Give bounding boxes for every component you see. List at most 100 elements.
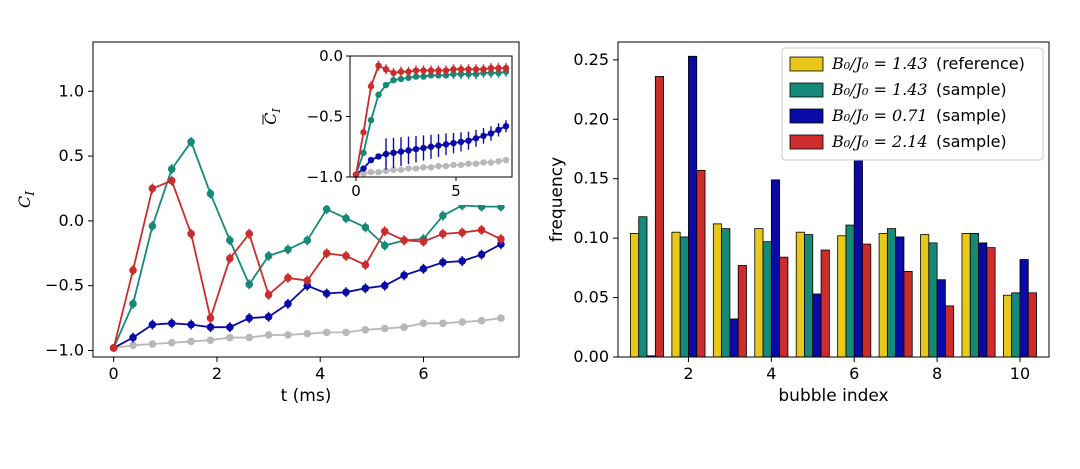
left-point — [206, 336, 215, 344]
left-point — [187, 230, 195, 238]
right-chart: 0.00 0.05 0.10 0.15 0.20 0.25 2 4 6 8 10 bubble i… — [547, 41, 1050, 406]
left-point — [400, 323, 408, 331]
right-plot-frame — [617, 41, 1050, 358]
inset-point — [360, 129, 367, 136]
left-point — [419, 319, 428, 328]
right-x-axis-label: bubble index — [778, 386, 888, 406]
inset-y-ticks: 0.0 −0.5 −1.0 — [307, 47, 350, 186]
left-point — [322, 205, 331, 214]
left-point — [400, 271, 408, 280]
left-point — [380, 324, 389, 333]
left-point — [439, 230, 447, 238]
inset-point — [457, 138, 465, 146]
inset-point — [412, 145, 420, 153]
left-point — [187, 320, 195, 329]
left-series — [109, 175, 505, 352]
left-point — [264, 331, 273, 339]
left-point — [380, 281, 389, 290]
inset-point — [465, 66, 472, 73]
inset-point — [412, 73, 420, 80]
legend-math-label: B₀/J₀ = 2.14 — [831, 132, 928, 151]
inset-point — [382, 66, 390, 73]
left-point — [284, 274, 292, 282]
right-x-ticks: 2 4 6 8 10 — [683, 357, 1030, 383]
bar — [679, 236, 689, 358]
inset-point — [405, 147, 412, 154]
legend-swatch — [789, 56, 824, 72]
left-point — [264, 252, 273, 260]
left-series-group — [109, 136, 505, 352]
inset-point — [382, 81, 390, 89]
inset-point — [352, 171, 360, 178]
left-point — [361, 261, 370, 269]
bar — [853, 159, 863, 358]
legend-entry: B₀/J₀ = 2.14 (sample) — [789, 132, 1007, 151]
left-point — [361, 223, 370, 232]
left-y-tick-label: 0.5 — [59, 146, 84, 165]
inset-point — [360, 170, 367, 177]
left-point — [148, 340, 157, 348]
left-point — [226, 254, 234, 263]
inset-point — [427, 164, 435, 171]
inset-point — [405, 74, 412, 81]
left-point — [245, 280, 253, 289]
left-point — [303, 236, 312, 245]
legend: B₀/J₀ = 1.43 (reference) B₀/J₀ = 1.43 (samp… — [781, 47, 1044, 161]
inset-point — [487, 64, 495, 72]
bar — [936, 279, 946, 358]
bar — [1027, 292, 1037, 358]
bar — [928, 242, 938, 358]
right-y-ticks: 0.00 0.05 0.10 0.15 0.20 0.25 — [573, 50, 618, 366]
inset-point — [495, 158, 502, 165]
left-point — [245, 314, 253, 322]
left-y-tick-label: −0.5 — [45, 276, 84, 295]
right-y-tick-label: 0.20 — [573, 109, 609, 128]
legend-swatch — [789, 134, 824, 150]
bar — [729, 318, 739, 358]
inset-point — [495, 64, 502, 72]
left-point — [380, 241, 389, 250]
left-point — [439, 258, 447, 267]
inset-point — [382, 150, 390, 158]
bar — [737, 265, 747, 358]
inset-point — [367, 83, 375, 90]
inset-point — [450, 66, 457, 73]
left-point — [245, 333, 253, 342]
bar — [837, 235, 847, 358]
inset-point — [420, 73, 427, 80]
bar — [779, 256, 789, 358]
left-point — [167, 165, 176, 173]
bar — [671, 231, 681, 358]
bar — [961, 232, 971, 358]
legend-swatch — [789, 108, 824, 124]
inset-point — [472, 66, 480, 73]
left-point — [167, 176, 176, 185]
left-point — [129, 341, 137, 350]
bar — [1019, 259, 1029, 358]
legend-suffix-label: (sample) — [936, 132, 1007, 151]
inset-y-axis-label: CI — [261, 108, 283, 125]
left-point — [361, 284, 370, 293]
right-y-tick-label: 0.00 — [573, 347, 609, 366]
left-point — [206, 189, 215, 198]
left-point — [342, 328, 350, 337]
inset-point — [390, 69, 397, 77]
left-point — [148, 222, 157, 230]
bar — [878, 232, 888, 358]
bar — [804, 234, 814, 358]
inset-point — [390, 77, 397, 84]
left-point — [458, 228, 467, 237]
inset-y-label-sub: I — [270, 108, 283, 114]
legend-swatch — [789, 82, 824, 98]
bar — [845, 224, 855, 358]
bar — [638, 216, 648, 358]
inset-point — [420, 67, 427, 74]
bar — [986, 247, 996, 358]
inset-point — [472, 135, 480, 142]
inset-point — [382, 167, 390, 175]
inset-point — [502, 64, 510, 72]
inset-series — [352, 60, 510, 178]
left-point — [322, 328, 331, 337]
